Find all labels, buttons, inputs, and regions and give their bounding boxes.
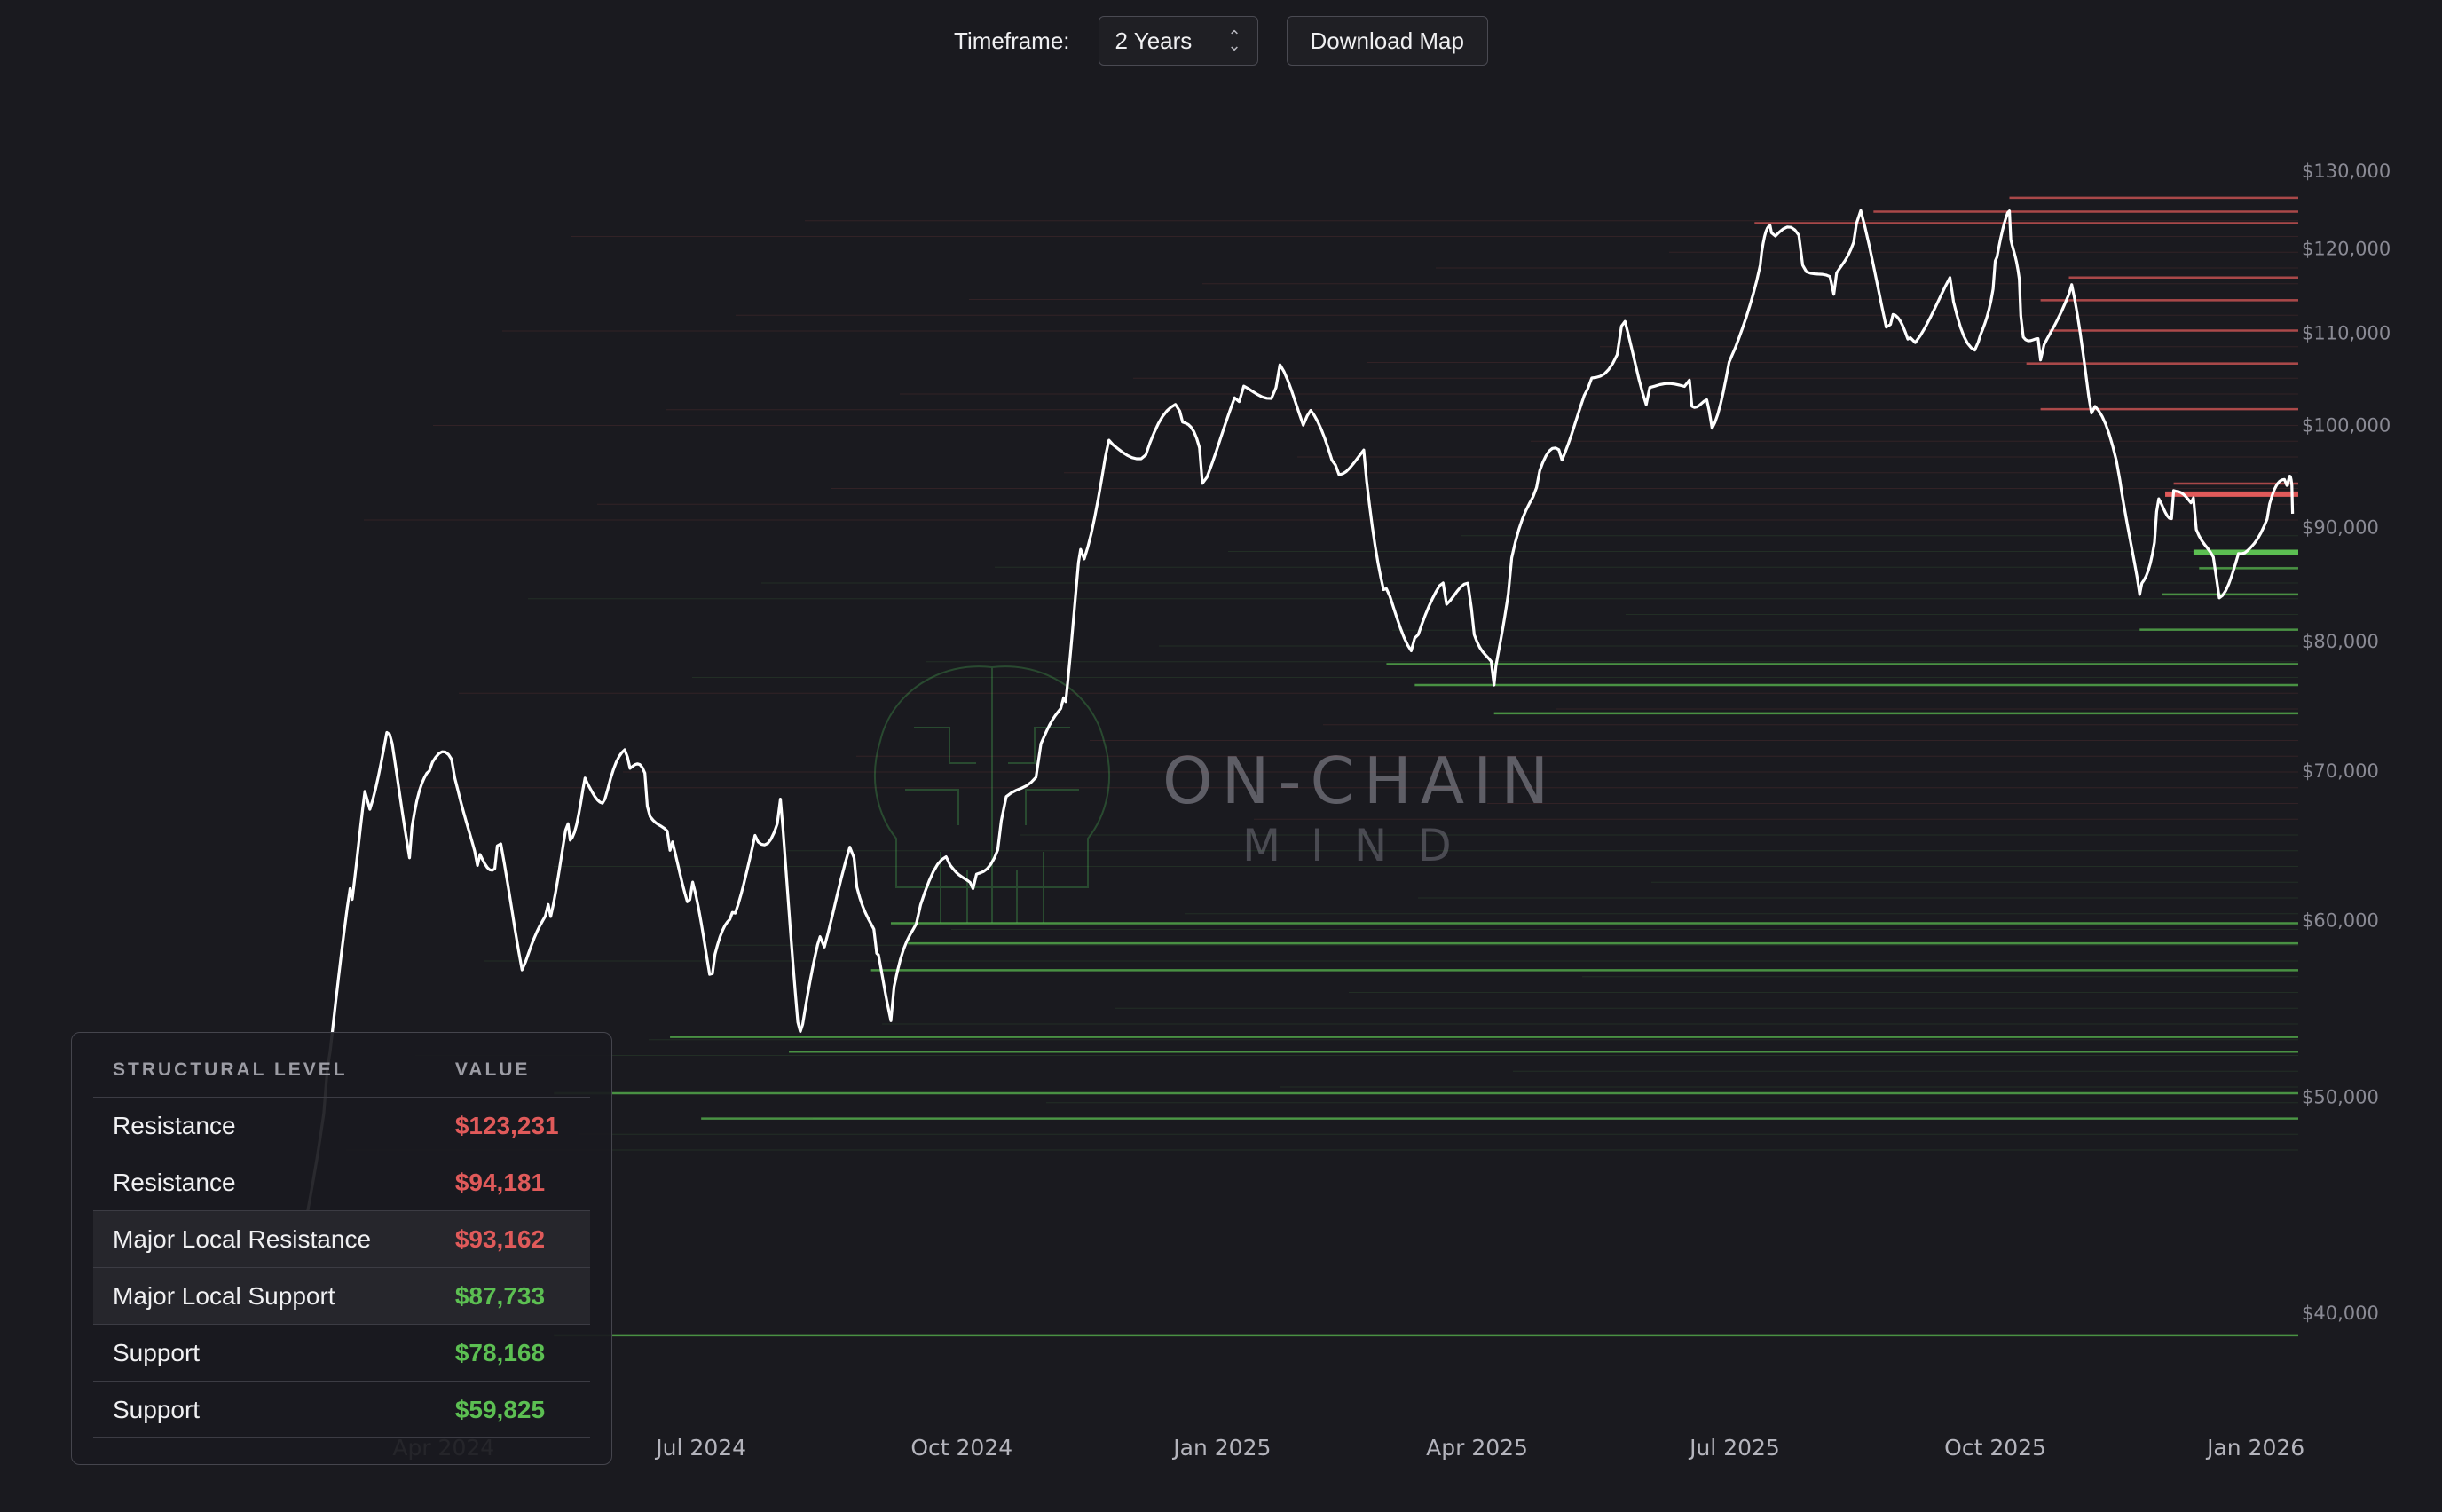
download-map-button[interactable]: Download Map (1286, 16, 1488, 66)
x-tick-label: Jan 2025 (1171, 1435, 1271, 1461)
y-tick-label: $120,000 (2302, 238, 2391, 259)
y-tick-label: $90,000 (2302, 517, 2379, 539)
y-tick-label: $80,000 (2302, 631, 2379, 652)
x-tick-label: Jan 2026 (2205, 1435, 2304, 1461)
header-value: VALUE (454, 1059, 590, 1098)
y-tick-label: $40,000 (2302, 1303, 2379, 1324)
x-tick-label: Oct 2024 (910, 1435, 1012, 1461)
x-tick-label: Jul 2024 (654, 1435, 746, 1461)
timeframe-select[interactable]: 2 Years ⌃ ⌄ (1098, 16, 1258, 66)
level-name-cell: Major Local Support (93, 1267, 455, 1325)
select-chevron-icon: ⌃ ⌄ (1227, 28, 1241, 54)
level-name-cell: Support (93, 1381, 455, 1438)
y-tick-label: $60,000 (2302, 910, 2379, 931)
level-value-cell: $87,733 (454, 1267, 590, 1325)
price-series (266, 209, 2295, 1288)
y-tick-label: $130,000 (2302, 161, 2391, 182)
toolbar: Timeframe: 2 Years ⌃ ⌄ Download Map (0, 16, 2442, 66)
y-tick-label: $100,000 (2302, 415, 2391, 437)
brain-logo-icon (873, 665, 1111, 923)
level-name-cell: Major Local Resistance (93, 1210, 455, 1268)
level-value-cell: $94,181 (454, 1154, 590, 1211)
level-name-cell: Resistance (93, 1097, 455, 1154)
watermark: ON-CHAIN MIND (873, 665, 1557, 923)
y-tick-label: $50,000 (2302, 1086, 2379, 1107)
y-axis: $130,000 $120,000 $110,000 $100,000 $90,000 $… (2302, 161, 2391, 1324)
y-tick-label: $110,000 (2302, 322, 2391, 343)
level-value-cell: $123,231 (454, 1097, 590, 1154)
levels-table-row[interactable]: Support $59,825 (93, 1381, 590, 1438)
levels-table-row[interactable]: Support $78,168 (93, 1324, 590, 1382)
structural-levels (554, 196, 2298, 1337)
x-tick-label: Jul 2025 (1688, 1435, 1780, 1461)
levels-table-row[interactable]: Major Local Support $87,733 (93, 1267, 590, 1325)
level-name-cell: Support (93, 1324, 455, 1382)
levels-table-header: STRUCTURAL LEVEL VALUE (93, 1059, 590, 1098)
x-tick-label: Oct 2025 (1944, 1435, 2046, 1461)
timeframe-value: 2 Years (1115, 27, 1193, 54)
levels-table-row[interactable]: Major Local Resistance $93,162 (93, 1210, 590, 1268)
level-value-cell: $78,168 (454, 1324, 590, 1382)
timeframe-label: Timeframe: (954, 27, 1070, 54)
levels-table: STRUCTURAL LEVEL VALUE Resistance $123,23… (93, 1059, 590, 1438)
level-value-cell: $93,162 (454, 1210, 590, 1268)
levels-table-row[interactable]: Resistance $94,181 (93, 1154, 590, 1211)
x-tick-label: Apr 2025 (1426, 1435, 1528, 1461)
structural-levels-panel: STRUCTURAL LEVEL VALUE Resistance $123,23… (71, 1032, 612, 1465)
watermark-subtitle: MIND (1242, 820, 1482, 871)
watermark-title: ON-CHAIN (1162, 744, 1557, 818)
price-line (266, 209, 2295, 1288)
levels-table-row[interactable]: Resistance $123,231 (93, 1097, 590, 1154)
y-tick-label: $70,000 (2302, 760, 2379, 782)
level-value-cell: $59,825 (454, 1381, 590, 1438)
level-name-cell: Resistance (93, 1154, 455, 1211)
header-structural-level: STRUCTURAL LEVEL (93, 1059, 455, 1098)
